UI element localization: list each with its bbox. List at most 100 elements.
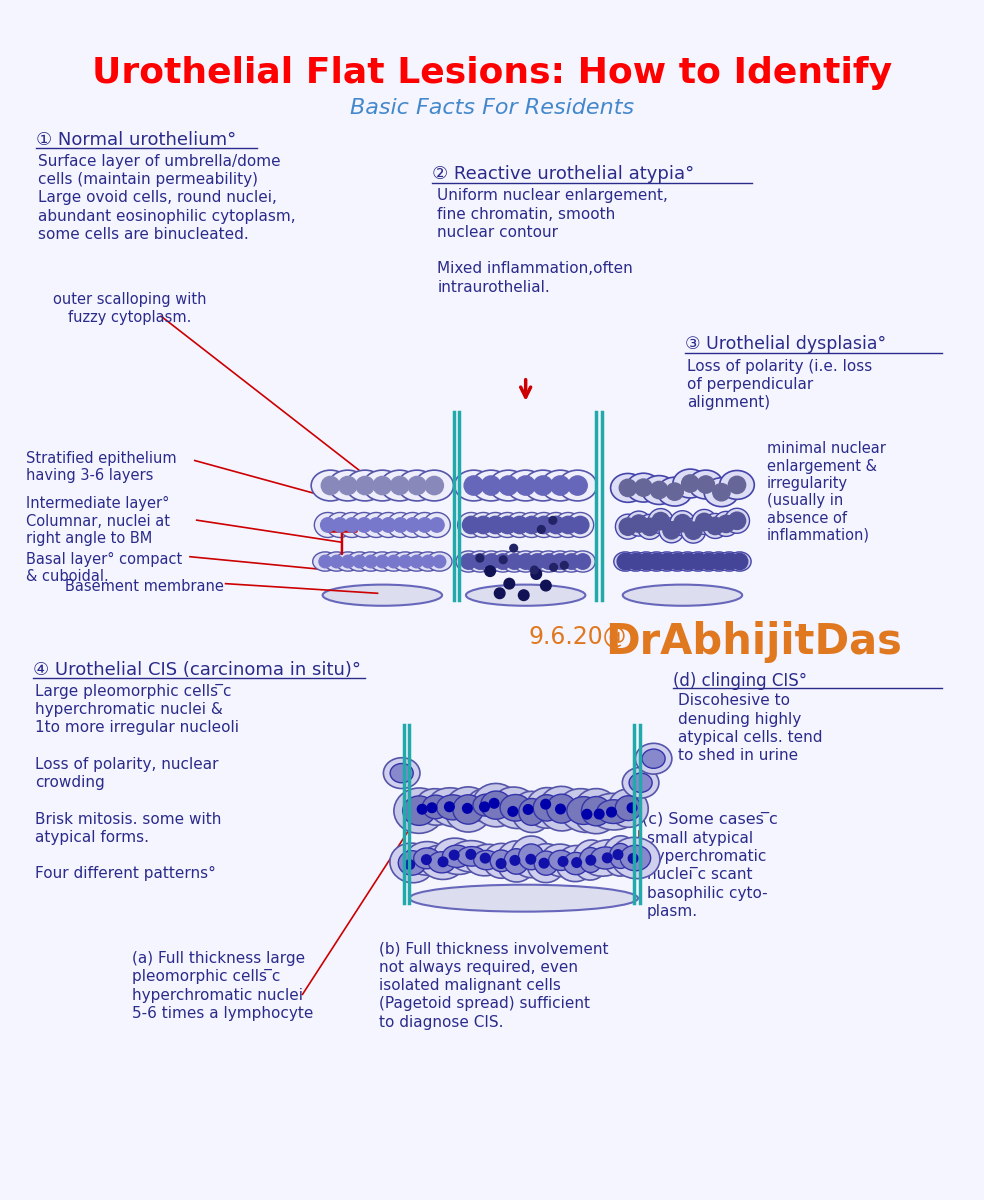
Circle shape (529, 554, 545, 569)
Ellipse shape (530, 512, 557, 538)
Ellipse shape (541, 470, 580, 500)
Text: (c) Some cases ̅c: (c) Some cases ̅c (642, 811, 777, 827)
Circle shape (547, 516, 565, 534)
Circle shape (474, 516, 492, 534)
Ellipse shape (370, 552, 395, 571)
Text: ④ Urothelial CIS (carcinoma in situ)°: ④ Urothelial CIS (carcinoma in situ)° (33, 660, 361, 678)
Circle shape (583, 810, 591, 820)
Ellipse shape (717, 552, 741, 571)
Circle shape (690, 553, 707, 570)
Text: crowding: crowding (35, 775, 105, 790)
Circle shape (638, 553, 654, 570)
Text: alignment): alignment) (687, 395, 770, 410)
Circle shape (707, 517, 724, 535)
Ellipse shape (541, 844, 581, 877)
Ellipse shape (500, 794, 531, 821)
Circle shape (619, 479, 637, 497)
Ellipse shape (502, 551, 526, 572)
Ellipse shape (549, 851, 574, 870)
Text: absence of: absence of (768, 510, 847, 526)
Text: hyperchromatic nuclei &: hyperchromatic nuclei & (35, 702, 223, 716)
Ellipse shape (455, 470, 493, 500)
Ellipse shape (313, 552, 338, 571)
Text: (a) Full thickness large: (a) Full thickness large (132, 952, 305, 966)
Circle shape (508, 806, 518, 816)
Ellipse shape (611, 838, 660, 878)
Ellipse shape (542, 512, 570, 538)
Text: (b) Full thickness involvement: (b) Full thickness involvement (380, 942, 609, 956)
Ellipse shape (681, 518, 706, 544)
Circle shape (433, 556, 446, 568)
Text: 9.6.20@: 9.6.20@ (528, 625, 627, 649)
Circle shape (680, 553, 696, 570)
Text: to shed in urine: to shed in urine (678, 748, 798, 763)
Ellipse shape (381, 470, 419, 500)
Circle shape (391, 476, 408, 494)
Ellipse shape (519, 798, 545, 826)
Circle shape (321, 476, 339, 494)
Circle shape (510, 545, 518, 552)
Ellipse shape (402, 796, 436, 826)
Ellipse shape (324, 552, 349, 571)
Ellipse shape (345, 470, 385, 500)
Ellipse shape (571, 551, 595, 572)
Ellipse shape (363, 470, 401, 500)
Text: some cells are binucleated.: some cells are binucleated. (38, 227, 249, 241)
Ellipse shape (524, 551, 550, 572)
Circle shape (462, 516, 480, 534)
Ellipse shape (670, 511, 695, 535)
Circle shape (430, 517, 444, 532)
Circle shape (628, 553, 644, 570)
Circle shape (531, 569, 541, 580)
Ellipse shape (692, 510, 716, 534)
Ellipse shape (482, 512, 509, 538)
Circle shape (422, 556, 434, 568)
Ellipse shape (492, 787, 539, 828)
Ellipse shape (390, 763, 413, 782)
Text: Basement membrane: Basement membrane (65, 578, 223, 594)
Ellipse shape (415, 552, 441, 571)
Ellipse shape (437, 794, 469, 820)
Circle shape (641, 518, 658, 535)
Circle shape (357, 517, 371, 532)
Ellipse shape (707, 552, 730, 571)
Ellipse shape (624, 552, 647, 571)
Circle shape (669, 553, 686, 570)
Ellipse shape (705, 478, 739, 506)
Text: atypical cells. tend: atypical cells. tend (678, 730, 823, 745)
Ellipse shape (466, 584, 585, 606)
Ellipse shape (363, 512, 390, 538)
Circle shape (427, 803, 437, 812)
Ellipse shape (626, 473, 661, 502)
Ellipse shape (567, 797, 600, 824)
Circle shape (551, 476, 570, 496)
Text: DrAbhijitDas: DrAbhijitDas (605, 622, 902, 664)
Circle shape (541, 554, 556, 569)
Circle shape (648, 553, 664, 570)
Ellipse shape (387, 512, 414, 538)
Circle shape (613, 850, 623, 859)
Ellipse shape (573, 840, 609, 880)
Ellipse shape (323, 584, 442, 606)
Ellipse shape (728, 552, 751, 571)
Text: enlargement &: enlargement & (768, 458, 877, 474)
Text: atypical forms.: atypical forms. (35, 830, 150, 845)
Ellipse shape (469, 512, 497, 538)
Circle shape (381, 517, 396, 532)
Ellipse shape (609, 844, 632, 869)
Circle shape (417, 517, 432, 532)
Text: minimal nuclear: minimal nuclear (768, 442, 886, 456)
Ellipse shape (615, 796, 642, 821)
Text: ② Reactive urothelial atypia°: ② Reactive urothelial atypia° (432, 166, 695, 184)
Ellipse shape (666, 552, 689, 571)
Ellipse shape (311, 470, 349, 500)
Ellipse shape (471, 470, 511, 500)
Circle shape (685, 522, 702, 539)
Ellipse shape (405, 841, 449, 875)
Ellipse shape (404, 552, 429, 571)
Ellipse shape (620, 845, 650, 871)
Circle shape (356, 476, 374, 494)
Circle shape (539, 858, 549, 868)
Text: 1to more irregular nucleoli: 1to more irregular nucleoli (35, 720, 239, 736)
Ellipse shape (611, 474, 646, 503)
